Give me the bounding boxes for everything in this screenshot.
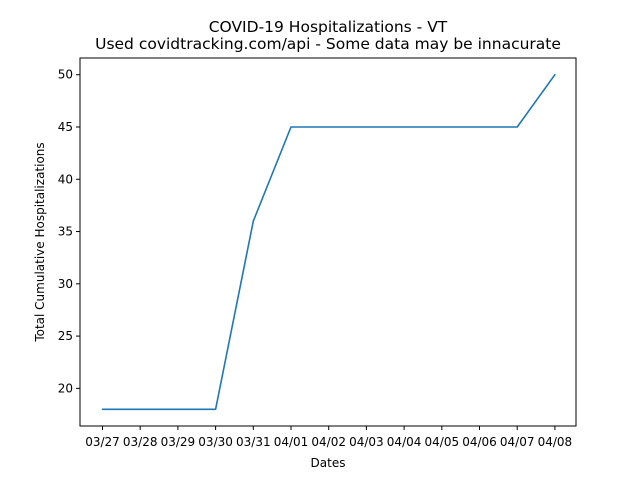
x-tick-label: 03/27 bbox=[85, 435, 120, 449]
x-tick-label: 03/28 bbox=[123, 435, 158, 449]
y-axis-label: Total Cumulative Hospitalizations bbox=[33, 142, 47, 342]
axes-frame bbox=[79, 57, 577, 427]
y-tick-label: 35 bbox=[58, 225, 73, 239]
y-tick-label: 30 bbox=[58, 277, 73, 291]
plot-area: 03/27 03/28 03/29 03/30 03/31 04/01 04/02 04/03… bbox=[58, 68, 572, 449]
series-line bbox=[101, 73, 556, 411]
x-tick-label: 04/08 bbox=[538, 435, 573, 449]
y-tick-label: 45 bbox=[58, 120, 73, 134]
x-tick-label: 04/02 bbox=[311, 435, 346, 449]
x-tick-label: 04/01 bbox=[274, 435, 309, 449]
x-tick-label: 04/06 bbox=[462, 435, 497, 449]
x-tick-label: 04/03 bbox=[349, 435, 384, 449]
chart-title: COVID-19 Hospitalizations - VT bbox=[209, 18, 448, 36]
x-tick-label: 04/04 bbox=[387, 435, 422, 449]
chart-subtitle: Used covidtracking.com/api - Some data m… bbox=[95, 35, 561, 53]
x-tick-label: 04/07 bbox=[500, 435, 535, 449]
y-tick-label: 40 bbox=[58, 172, 73, 186]
x-tick-label: 04/05 bbox=[425, 435, 460, 449]
y-tick-label: 20 bbox=[58, 381, 73, 395]
x-axis-label: Dates bbox=[311, 456, 346, 470]
x-tick-label: 03/29 bbox=[161, 435, 196, 449]
x-tick-label: 03/30 bbox=[198, 435, 233, 449]
x-tick-label: 03/31 bbox=[236, 435, 271, 449]
y-tick-label: 25 bbox=[58, 329, 73, 343]
y-tick-label: 50 bbox=[58, 68, 73, 82]
